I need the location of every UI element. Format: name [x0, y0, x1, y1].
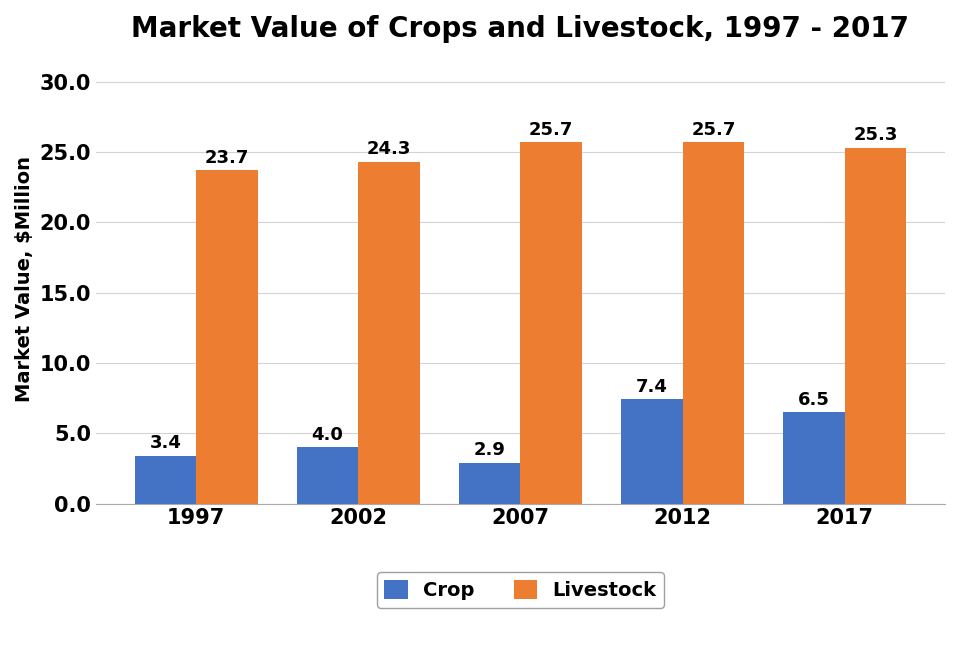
Bar	[683, 142, 744, 503]
Bar	[621, 400, 683, 503]
Text: 2.9: 2.9	[473, 442, 506, 459]
Y-axis label: Market Value, $Million: Market Value, $Million	[15, 155, 34, 402]
Text: 3.4: 3.4	[150, 434, 181, 452]
Text: 23.7: 23.7	[204, 149, 250, 167]
Text: 25.7: 25.7	[529, 121, 573, 139]
Bar	[196, 171, 257, 503]
Bar	[459, 463, 520, 503]
Text: 6.5: 6.5	[798, 390, 829, 408]
Bar	[845, 148, 906, 503]
Title: Market Value of Crops and Livestock, 1997 - 2017: Market Value of Crops and Livestock, 199…	[132, 15, 909, 43]
Text: 25.7: 25.7	[691, 121, 735, 139]
Text: 24.3: 24.3	[367, 140, 411, 159]
Text: 7.4: 7.4	[636, 378, 668, 396]
Bar	[783, 412, 845, 503]
Legend: Crop, Livestock: Crop, Livestock	[376, 572, 664, 608]
Text: 25.3: 25.3	[853, 126, 898, 144]
Bar	[520, 142, 582, 503]
Bar	[134, 456, 196, 503]
Bar	[358, 162, 420, 503]
Bar	[297, 448, 358, 503]
Text: 4.0: 4.0	[312, 426, 344, 444]
